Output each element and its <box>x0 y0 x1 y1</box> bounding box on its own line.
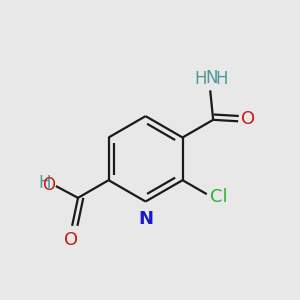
Text: N: N <box>206 69 218 87</box>
Text: H: H <box>194 70 207 88</box>
Text: N: N <box>138 210 153 228</box>
Text: H: H <box>216 70 228 88</box>
Text: O: O <box>241 110 255 128</box>
Text: H: H <box>38 174 51 192</box>
Text: O: O <box>42 176 55 194</box>
Text: O: O <box>64 231 78 249</box>
Text: Cl: Cl <box>210 188 228 206</box>
